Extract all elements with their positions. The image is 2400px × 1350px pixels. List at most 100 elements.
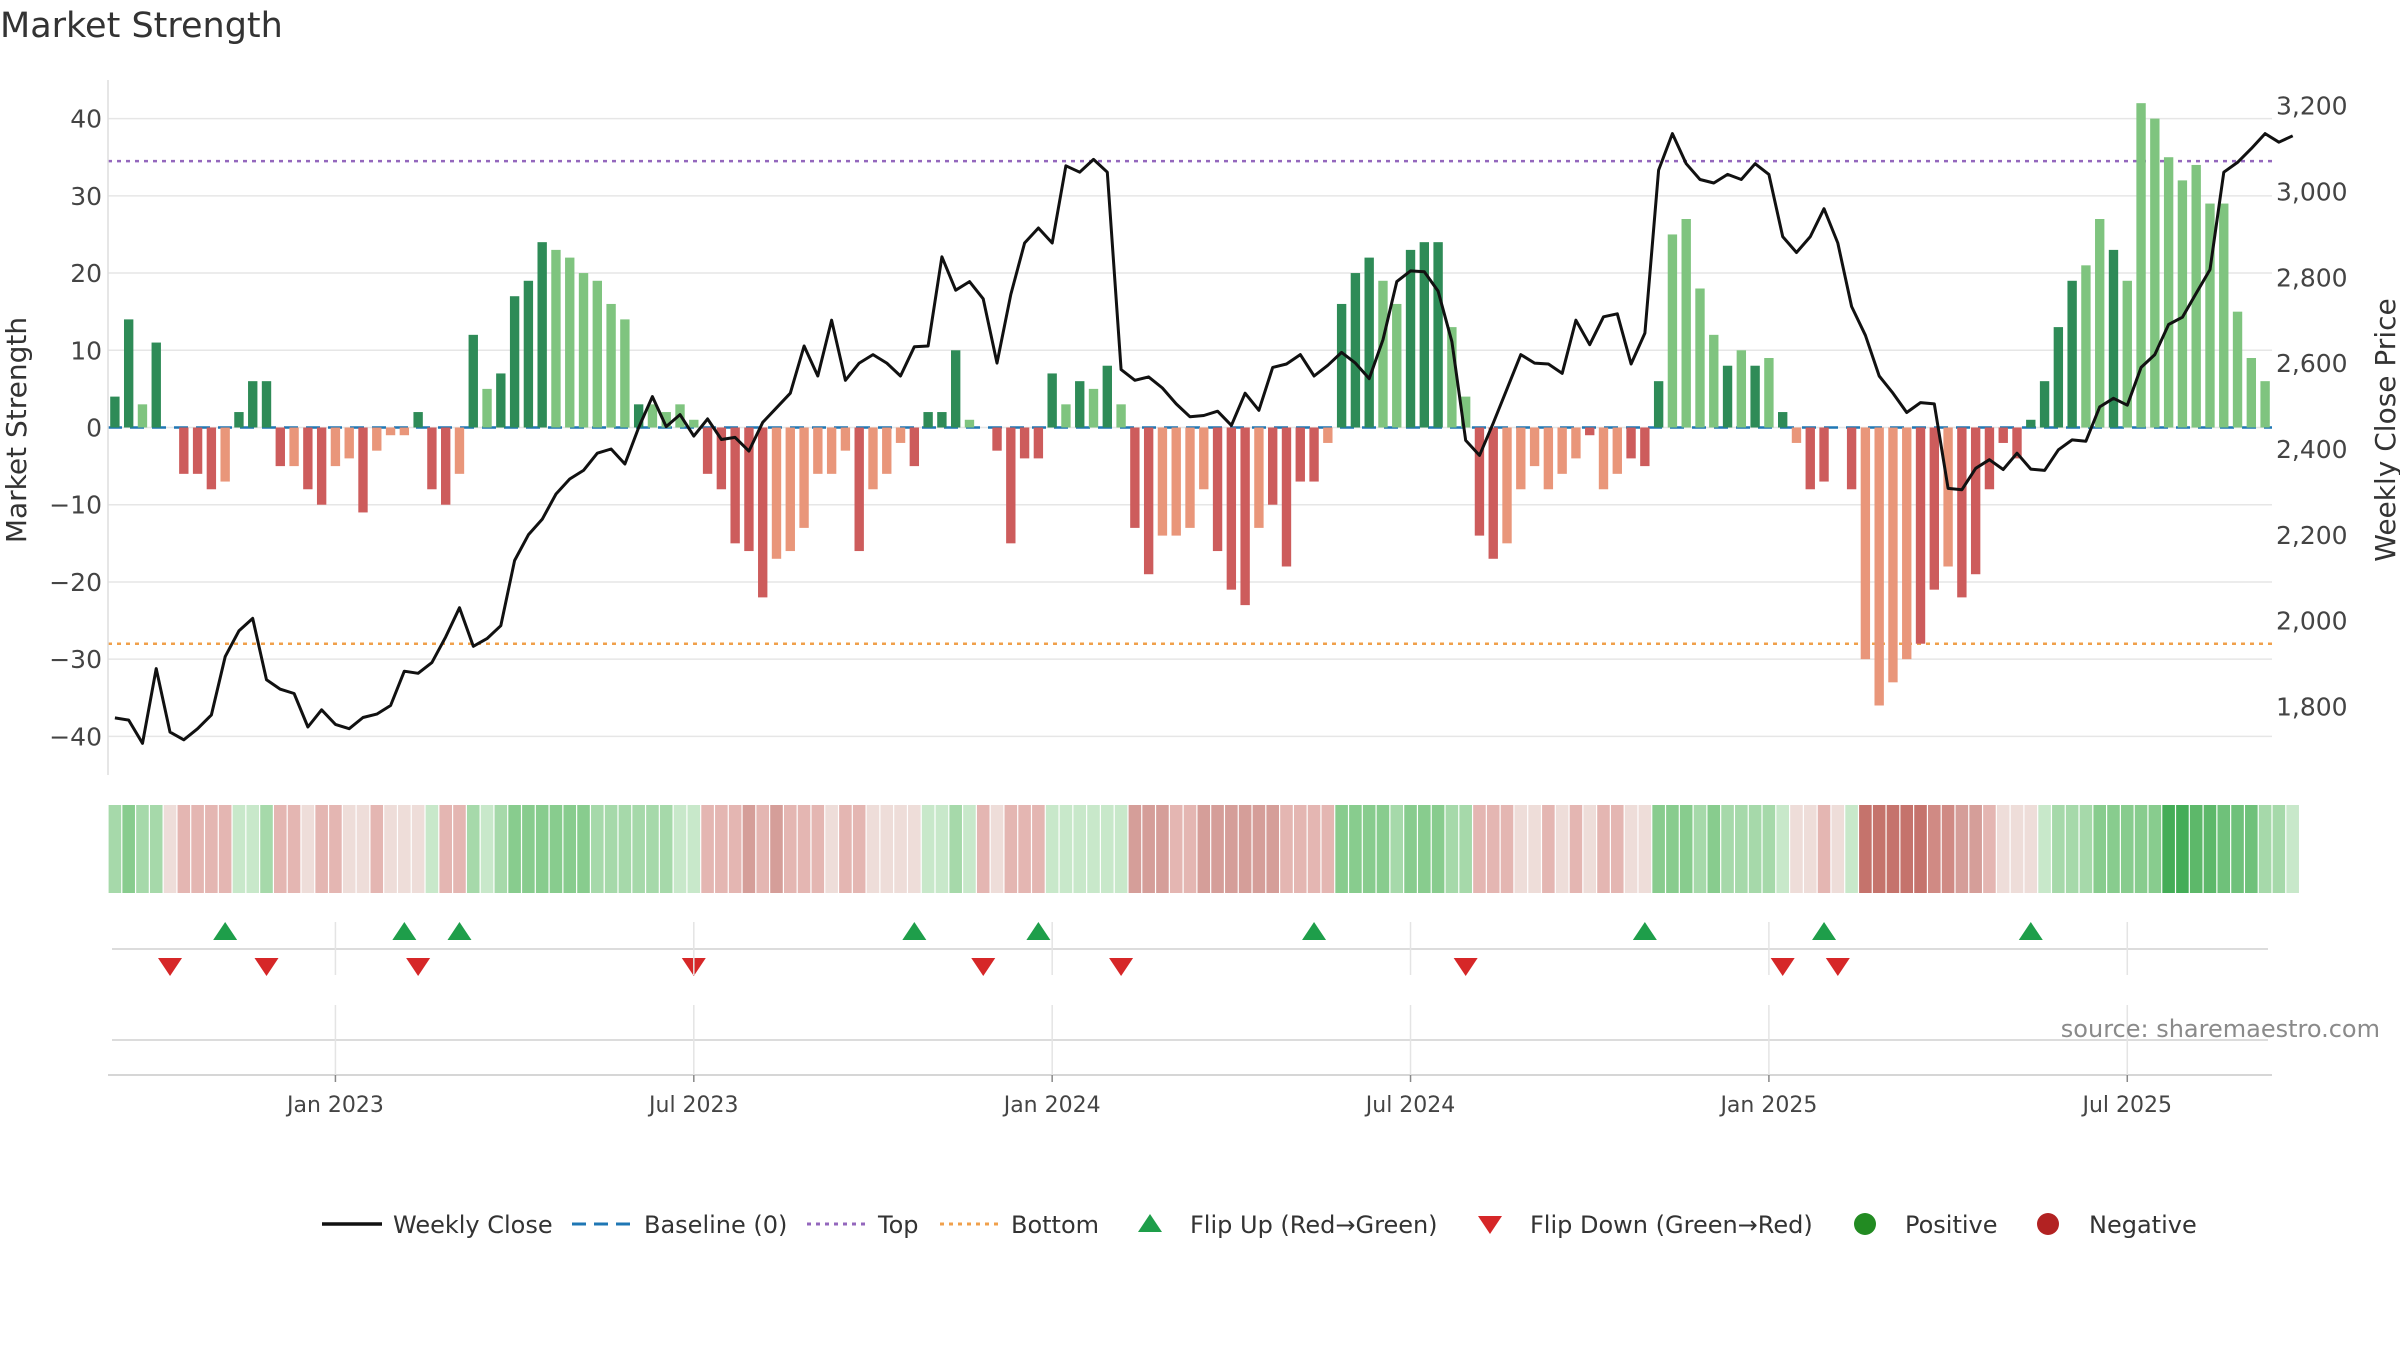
strength-bar bbox=[1102, 365, 1112, 428]
strip-cell bbox=[1652, 805, 1665, 893]
strength-bar bbox=[964, 419, 975, 428]
strength-bar bbox=[744, 427, 754, 552]
strip-cell bbox=[632, 805, 645, 893]
strip-cell bbox=[2162, 805, 2175, 893]
left-tick-label: 30 bbox=[70, 182, 102, 211]
strip-cell bbox=[398, 805, 411, 893]
strip-cell bbox=[976, 805, 990, 893]
x-tick-label: Jul 2023 bbox=[647, 1093, 739, 1118]
strip-cell bbox=[1404, 805, 1417, 893]
strip-cell bbox=[1914, 805, 1927, 893]
strength-bar bbox=[2012, 427, 2022, 459]
strength-bar bbox=[1295, 427, 1305, 482]
strip-cell bbox=[1142, 805, 1155, 893]
strength-bar bbox=[137, 404, 148, 428]
strength-bar bbox=[1585, 427, 1595, 436]
strip-cell bbox=[2079, 805, 2093, 893]
strength-bar bbox=[537, 242, 547, 428]
strip-cell bbox=[687, 805, 701, 893]
right-tick-label: 2,200 bbox=[2276, 521, 2348, 550]
strip-cell bbox=[1707, 805, 1721, 893]
left-tick-label: 40 bbox=[70, 105, 102, 134]
strength-bar bbox=[1667, 234, 1678, 428]
strip-cell bbox=[701, 805, 714, 893]
strip-cell bbox=[1597, 805, 1610, 893]
strip-cell bbox=[260, 805, 273, 893]
strip-cell bbox=[136, 805, 149, 893]
strip-cell bbox=[1528, 805, 1541, 893]
strength-bar bbox=[413, 412, 423, 428]
left-tick-label: 20 bbox=[70, 259, 102, 288]
strip-cell bbox=[659, 805, 673, 893]
strength-bar bbox=[1116, 404, 1126, 428]
strength-bar bbox=[1143, 427, 1154, 575]
strength-bar bbox=[2150, 118, 2160, 428]
strength-bar bbox=[1805, 427, 1815, 490]
strength-bar bbox=[1171, 427, 1181, 536]
strength-bar bbox=[1185, 427, 1195, 528]
strength-bar bbox=[813, 427, 823, 474]
strip-cell bbox=[646, 805, 659, 893]
strip-cell bbox=[1638, 805, 1652, 893]
strip-cell bbox=[783, 805, 797, 893]
strip-cell bbox=[1032, 805, 1045, 893]
flip-up-marker bbox=[1812, 922, 1837, 940]
strip-cell bbox=[1569, 805, 1583, 893]
strength-bar bbox=[1199, 427, 1209, 490]
strip-cell bbox=[2038, 805, 2051, 893]
flip-down-marker bbox=[971, 958, 996, 976]
strip-cell bbox=[1969, 805, 1982, 893]
strip-cell bbox=[715, 805, 728, 893]
strength-bar bbox=[482, 388, 492, 428]
left-tick-label: 0 bbox=[86, 414, 102, 443]
strength-bar bbox=[151, 342, 161, 428]
strength-bar bbox=[1874, 427, 1884, 706]
strip-cell bbox=[1859, 805, 1872, 893]
strip-cell bbox=[935, 805, 949, 893]
strength-bar bbox=[1529, 427, 1540, 467]
strength-bar bbox=[523, 280, 534, 428]
strip-cell bbox=[2258, 805, 2272, 893]
strip-cell bbox=[508, 805, 521, 893]
x-tick-label: Jul 2025 bbox=[2081, 1093, 2173, 1118]
strength-bar bbox=[1075, 381, 1085, 428]
strip-cell bbox=[439, 805, 452, 893]
strip-cell bbox=[839, 805, 852, 893]
flip-up-marker bbox=[1026, 922, 1051, 940]
strength-bar bbox=[385, 427, 396, 436]
strip-cell bbox=[1183, 805, 1197, 893]
legend-flip-down-icon bbox=[1478, 1216, 1502, 1234]
strip-cell bbox=[315, 805, 328, 893]
strip-cell bbox=[205, 805, 218, 893]
flip-up-marker bbox=[1632, 922, 1657, 940]
strength-bar bbox=[647, 404, 658, 428]
strength-bar bbox=[2026, 419, 2036, 428]
right-tick-label: 2,400 bbox=[2276, 435, 2348, 464]
strip-cell bbox=[480, 805, 494, 893]
strip-cell bbox=[2107, 805, 2120, 893]
strip-cell bbox=[1225, 805, 1238, 893]
strength-bar bbox=[1957, 427, 1967, 598]
strip-cell bbox=[1735, 805, 1748, 893]
strip-cell bbox=[1362, 805, 1376, 893]
strength-bar bbox=[1915, 427, 1926, 644]
strength-bar bbox=[1860, 427, 1871, 660]
strength-bar bbox=[1846, 427, 1857, 490]
source-note: source: sharemaestro.com bbox=[2060, 1015, 2380, 1043]
strength-bar bbox=[1309, 427, 1319, 482]
strength-bar bbox=[1268, 427, 1278, 505]
strip-cell bbox=[1514, 805, 1528, 893]
strip-cell bbox=[1542, 805, 1555, 893]
legend-bottom-label: Bottom bbox=[1011, 1211, 1099, 1239]
strength-bar bbox=[441, 427, 451, 505]
strip-cell bbox=[1059, 805, 1073, 893]
strength-bar bbox=[2163, 157, 2174, 428]
strip-cell bbox=[921, 805, 935, 893]
strength-bar bbox=[1736, 350, 1747, 428]
strength-bar bbox=[1626, 427, 1636, 459]
strip-cell bbox=[1500, 805, 1514, 893]
flip-down-marker bbox=[158, 958, 183, 976]
strip-cell bbox=[425, 805, 439, 893]
strength-bar bbox=[606, 303, 616, 428]
strength-bar bbox=[509, 296, 520, 428]
